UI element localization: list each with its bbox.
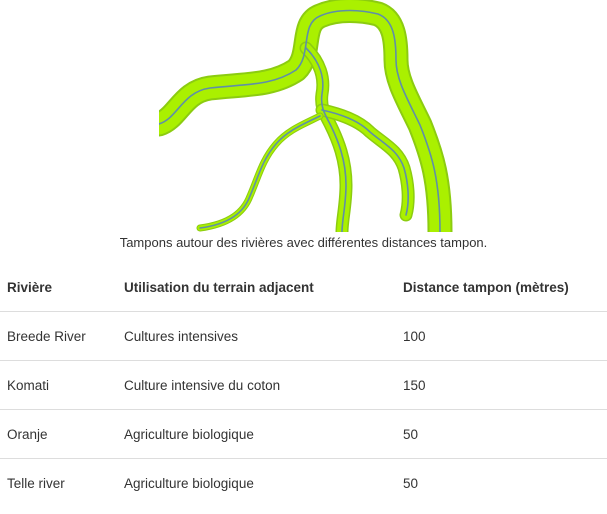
cell-land-use: Culture intensive du coton (117, 360, 396, 410)
cell-buffer-distance: 50 (396, 409, 607, 459)
column-header-land-use: Utilisation du terrain adjacent (117, 263, 396, 312)
cell-river: Komati (0, 360, 117, 410)
table-row: Komati Culture intensive du coton 150 (0, 360, 607, 410)
river-buffer-map-image (159, 0, 453, 232)
cell-river: Telle river (7, 475, 65, 491)
cell-river: Breede River (0, 311, 117, 361)
column-header-river: Rivière (0, 263, 117, 312)
table-row: Oranje Agriculture biologique 50 (0, 409, 607, 459)
table-header-row: Rivière Utilisation du terrain adjacent … (0, 263, 607, 312)
table-row: Telle river Agriculture biologique 50 (0, 459, 607, 508)
cell-land-use: Agriculture biologique (124, 475, 254, 491)
river-buffer-table: Rivière Utilisation du terrain adjacent … (0, 263, 607, 507)
cell-buffer-distance: 100 (396, 311, 607, 361)
cell-land-use: Cultures intensives (117, 311, 396, 361)
cell-buffer-distance: 50 (403, 475, 419, 491)
cell-river: Oranje (0, 409, 117, 459)
cell-land-use: Agriculture biologique (117, 409, 396, 459)
table-row: Breede River Cultures intensives 100 (0, 311, 607, 361)
river-buffer-map (0, 0, 607, 232)
cell-buffer-distance: 150 (396, 360, 607, 410)
column-header-buffer-distance: Distance tampon (mètres) (396, 263, 607, 312)
figure-caption: Tampons autour des rivières avec différe… (119, 235, 488, 250)
river-lines (159, 9, 441, 232)
